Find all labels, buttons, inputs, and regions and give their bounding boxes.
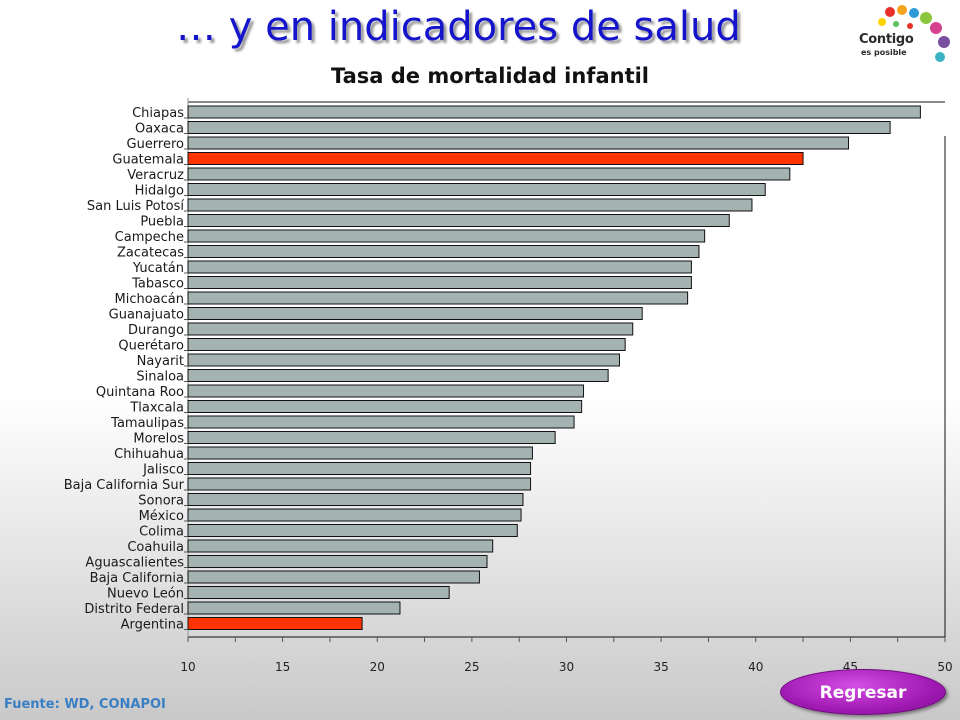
category-label: Argentina xyxy=(121,618,184,633)
x-tick-label: 10 xyxy=(180,660,195,674)
x-tick-label: 50 xyxy=(937,660,952,674)
x-tick-label: 20 xyxy=(370,660,385,674)
category-label: Chihuahua xyxy=(114,447,184,462)
bar xyxy=(187,338,626,351)
bar xyxy=(187,586,450,599)
x-tick-label: 35 xyxy=(653,660,668,674)
category-label: Jalisco xyxy=(142,463,184,478)
category-label: Colima xyxy=(139,525,184,540)
bar xyxy=(187,276,692,289)
category-label: Coahuila xyxy=(127,540,184,555)
category-label: Nayarit xyxy=(137,354,184,369)
bar xyxy=(187,477,532,491)
category-label: Tamaulipas xyxy=(110,416,184,431)
category-label: Querétaro xyxy=(118,339,184,354)
bar xyxy=(187,369,609,382)
bar xyxy=(187,524,518,537)
category-label: Zacatecas xyxy=(117,246,184,261)
category-label: Veracruz xyxy=(127,168,184,183)
bar xyxy=(187,570,480,584)
bar xyxy=(187,508,522,522)
category-label: Quintana Roo xyxy=(96,385,184,400)
category-label: Guanajuato xyxy=(109,308,184,323)
category-label: Nuevo León xyxy=(107,587,184,602)
colorful-hands-icon xyxy=(878,5,950,62)
category-label: Baja California xyxy=(90,571,184,586)
bar xyxy=(187,601,401,615)
logo: Contigo es posible xyxy=(856,2,956,80)
source-note: Fuente: WD, CONAPOI xyxy=(4,697,166,712)
x-tick-label: 40 xyxy=(748,660,763,674)
category-label: Distrito Federal xyxy=(84,602,184,617)
bar xyxy=(187,555,488,568)
category-label: Yucatán xyxy=(132,261,184,276)
category-label: Puebla xyxy=(140,215,184,230)
category-label: Guerrero xyxy=(127,137,185,152)
category-label: Chiapas xyxy=(132,106,184,121)
bar xyxy=(187,322,634,336)
bar xyxy=(187,121,891,134)
bar xyxy=(187,400,583,413)
bar xyxy=(187,384,585,398)
category-label: Hidalgo xyxy=(135,184,184,199)
bar xyxy=(187,462,532,475)
category-label: Oaxaca xyxy=(135,122,184,137)
bar xyxy=(187,446,533,460)
category-label: Michoacán xyxy=(115,292,185,307)
bar xyxy=(187,214,730,227)
category-label: Campeche xyxy=(115,230,184,245)
category-label: Morelos xyxy=(133,432,184,447)
bar xyxy=(187,493,524,506)
bar xyxy=(187,167,791,181)
bar xyxy=(187,291,689,305)
bar xyxy=(187,415,575,429)
bar xyxy=(187,136,849,150)
category-label: Baja California Sur xyxy=(64,478,185,493)
bar xyxy=(187,539,494,553)
bar xyxy=(187,229,706,243)
category-label: Tlaxcala xyxy=(129,401,184,416)
bar xyxy=(187,183,766,196)
bar xyxy=(187,260,692,274)
x-tick-label: 25 xyxy=(464,660,479,674)
bar xyxy=(187,245,700,258)
category-label: Sinaloa xyxy=(136,370,184,385)
category-label: San Luis Potosí xyxy=(87,199,185,214)
slide-title: … y en indicadores de salud xyxy=(176,4,741,50)
category-label: México xyxy=(139,509,184,524)
bar xyxy=(187,152,804,165)
bar xyxy=(187,198,753,212)
bar xyxy=(187,617,363,630)
chart-title: Tasa de mortalidad infantil xyxy=(330,64,649,88)
bar xyxy=(187,431,556,444)
logo-tagline: es posible xyxy=(861,48,907,57)
category-label: Tabasco xyxy=(131,277,184,292)
x-tick-label: 15 xyxy=(275,660,290,674)
bar xyxy=(187,105,921,119)
category-label: Aguascalientes xyxy=(85,556,184,571)
bar xyxy=(187,307,643,320)
category-label: Guatemala xyxy=(112,153,184,168)
bar xyxy=(187,353,620,367)
category-label: Sonora xyxy=(138,494,184,509)
category-label: Durango xyxy=(128,323,184,338)
back-button[interactable]: Regresar xyxy=(780,669,946,715)
x-tick-label: 30 xyxy=(559,660,574,674)
logo-word: Contigo xyxy=(859,32,914,47)
